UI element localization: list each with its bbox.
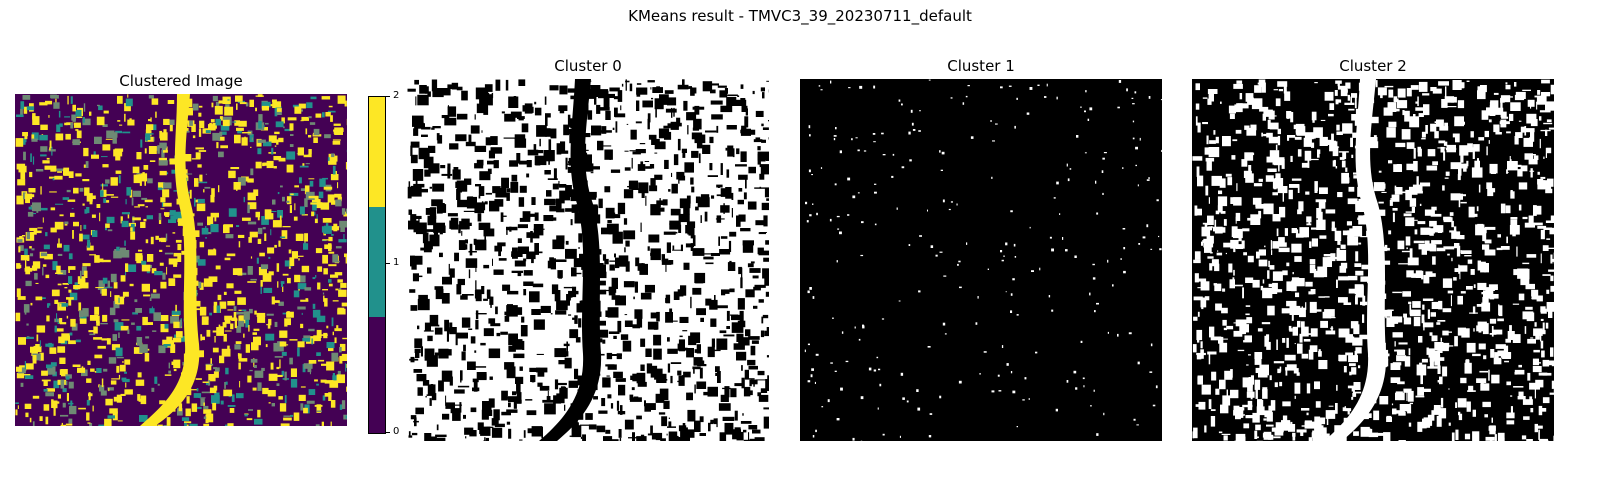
colorbar-label-2: 2 [393,90,400,101]
panel-title-cluster-2: Cluster 2 [1339,57,1407,75]
colorbar-segment-2 [369,97,385,207]
colorbar-tick-1 [386,263,390,264]
colorbar-segment-0 [369,317,385,433]
panel-title-cluster-1: Cluster 1 [947,57,1015,75]
colorbar-tick-0 [386,432,390,433]
colorbar-segment-1 [369,207,385,317]
colorbar-tick-2 [386,96,390,97]
cluster-2-mask-image [1192,79,1554,441]
clustered-image [15,94,347,426]
panel-title-cluster-0: Cluster 0 [554,57,622,75]
colorbar [368,96,386,434]
figure-title: KMeans result - TMVC3_39_20230711_defaul… [628,7,972,25]
colorbar-label-0: 0 [393,426,400,437]
colorbar-label-1: 1 [393,257,400,268]
cluster-0-mask-image [407,79,769,441]
panel-title-clustered: Clustered Image [119,72,243,90]
cluster-1-mask-image [800,79,1162,441]
